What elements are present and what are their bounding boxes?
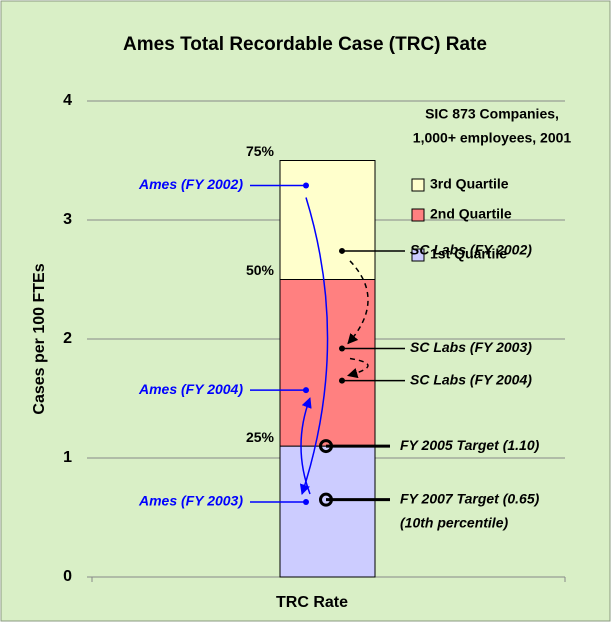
legend-label: 2nd Quartile [430,206,512,222]
ames-label: Ames (FY 2004) [138,381,243,397]
y-tick-label: 3 [63,211,72,228]
legend-swatch [411,248,425,262]
target-marker [319,439,333,454]
sc-label: SC Labs (FY 2004) [410,371,532,387]
ames-point [303,387,309,394]
legend-title: 1,000+ employees, 2001 [413,130,572,146]
x-tick-label: TRC Rate [276,594,348,611]
trend-arrow [347,260,369,345]
legend-swatch [411,208,425,222]
legend-title: SIC 873 Companies, [425,106,559,122]
y-tick-label: 4 [63,92,72,109]
chart-title: Ames Total Recordable Case (TRC) Rate [123,34,487,55]
legend-label: 3rd Quartile [430,176,509,192]
sc-point [339,247,345,254]
bar-segment [279,160,376,280]
y-tick-label: 0 [63,568,72,585]
y-tick-label: 2 [63,330,72,347]
quartile-mark: 75% [246,143,275,159]
bar-segment [279,445,376,578]
trend-arrow [299,197,329,496]
target-label: FY 2007 Target (0.65) [400,490,540,506]
legend-swatch [411,178,425,192]
ames-label: Ames (FY 2002) [138,176,243,192]
y-axis-label: Cases per 100 FTEs [31,263,48,414]
trend-arrow [346,357,369,379]
ames-label: Ames (FY 2003) [138,493,243,509]
target-marker [319,492,333,507]
target-label: (10th percentile) [400,514,508,530]
sc-point [339,377,345,384]
quartile-mark: 50% [246,262,275,278]
ames-point [303,499,309,506]
target-label: FY 2005 Target (1.10) [400,437,540,453]
sc-label: SC Labs (FY 2002) [410,242,532,258]
sc-point [339,345,345,352]
y-tick-label: 1 [63,449,72,466]
trend-arrow [300,397,312,495]
ames-point [303,182,309,189]
sc-label: SC Labs (FY 2003) [410,339,532,355]
quartile-mark: 25% [246,429,275,445]
legend-label: 1st Quartile [430,246,507,262]
